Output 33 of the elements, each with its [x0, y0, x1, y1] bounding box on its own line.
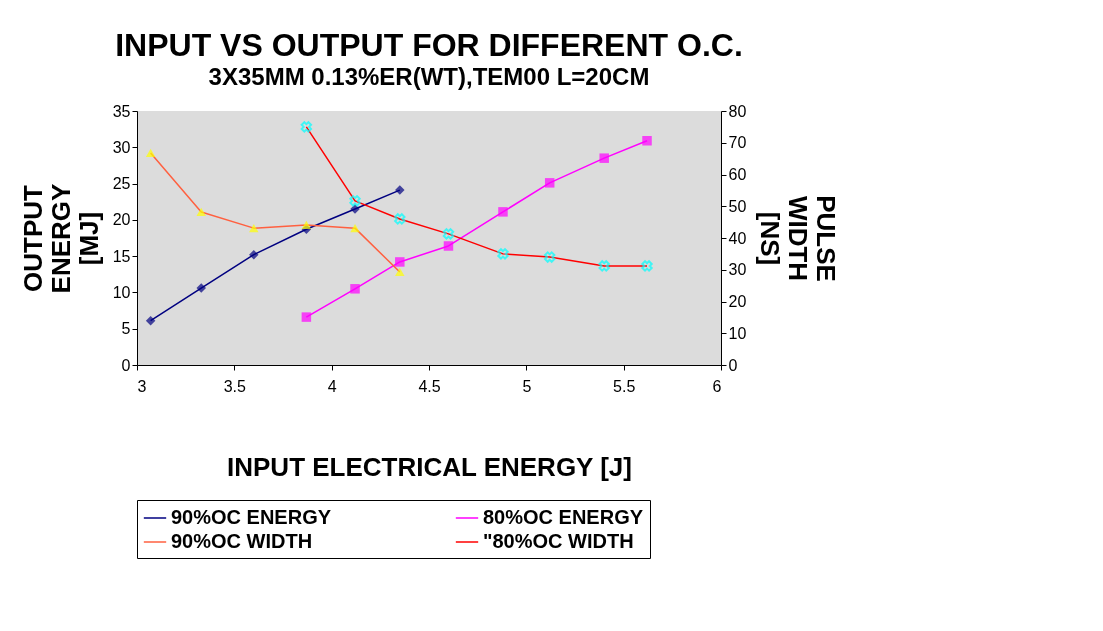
y2-tick-label: 50: [728, 197, 747, 215]
x-tick-label: 3.5: [223, 377, 247, 395]
x-tick-label: 5.5: [613, 377, 636, 395]
y2-tick-label: 70: [728, 134, 747, 152]
y2-axis-title: PULSE WIDTH [NS]: [755, 195, 842, 282]
y-tick-label: 15: [112, 247, 131, 265]
x-tick-label: 6: [712, 377, 722, 395]
y-tick-label: 35: [112, 102, 131, 120]
y2-tick-label: 40: [728, 229, 747, 247]
y-tick-label: 25: [112, 175, 131, 193]
x-tick-label: 4: [327, 377, 337, 395]
x-tick-label: 5: [522, 377, 532, 395]
y2-tick-label: 30: [728, 261, 747, 279]
y-tick-label: 20: [112, 211, 131, 229]
x-axis-title: INPUT ELECTRICAL ENERGY [J]: [227, 451, 632, 482]
y2-tick-label: 80: [728, 102, 747, 120]
legend-label: 90%OC WIDTH: [171, 530, 313, 552]
y-tick-label: 5: [121, 320, 131, 338]
legend-label: "80%OC WIDTH: [483, 530, 634, 552]
y2-tick-label: 0: [728, 356, 738, 374]
legend-label: 90%OC ENERGY: [171, 506, 332, 528]
y2-tick-label: 10: [728, 324, 747, 342]
y-tick-label: 0: [121, 356, 131, 374]
y2-tick-label: 20: [728, 293, 747, 310]
x-tick-label: 4.5: [418, 377, 441, 395]
y-tick-label: 10: [112, 283, 131, 301]
y2-tick-label: 60: [728, 166, 747, 183]
chart-title: INPUT VS OUTPUT FOR DIFFERENT O.C.: [115, 27, 743, 63]
chart-subtitle: 3X35MM 0.13%ER(WT),TEM00 L=20CM: [208, 63, 650, 90]
legend-label: 80%OC ENERGY: [483, 506, 644, 528]
y-tick-label: 30: [112, 138, 131, 156]
x-tick-label: 3: [137, 377, 147, 395]
y-axis-title: OUTPUT ENERGY [MJ]: [17, 183, 104, 294]
